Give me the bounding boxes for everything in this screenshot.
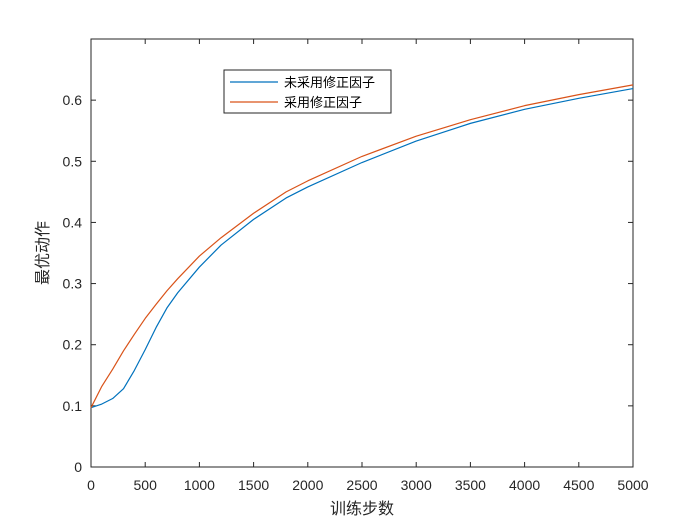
series-line-unmodified xyxy=(90,87,634,409)
x-tick-label: 4500 xyxy=(563,477,594,493)
y-tick-label: 0.3 xyxy=(63,276,83,292)
legend-box xyxy=(223,69,392,114)
x-tick-label: 4000 xyxy=(509,477,540,493)
y-tick-label: 0.2 xyxy=(63,337,83,353)
y-axis-label: 最优动作 xyxy=(33,221,52,285)
x-tick-label: 2000 xyxy=(292,477,323,493)
axis-ticks: 0 500 1000 1500 2000 2500 3000 3500 4000 4500 5000… xyxy=(63,39,649,493)
x-axis-label: 训练步数 xyxy=(330,499,394,518)
y-tick-label: 0.6 xyxy=(63,92,83,108)
x-tick-label: 2500 xyxy=(346,477,377,493)
x-tick-label: 0 xyxy=(87,477,95,493)
y-tick-label: 0.4 xyxy=(63,214,83,230)
legend-label-unmodified: 未采用修正因子 xyxy=(284,76,375,91)
y-tick-label: 0.1 xyxy=(63,398,83,414)
x-tick-label: 1500 xyxy=(238,477,269,493)
y-tick-label: 0.5 xyxy=(63,153,83,169)
x-tick-label: 5000 xyxy=(617,477,648,493)
series-layer xyxy=(90,84,634,409)
x-tick-label: 500 xyxy=(134,477,158,493)
series-line-modified xyxy=(90,84,634,408)
x-tick-label: 3500 xyxy=(455,477,486,493)
legend-label-modified: 采用修正因子 xyxy=(284,96,362,111)
x-tick-label: 1000 xyxy=(184,477,215,493)
y-tick-label: 0 xyxy=(74,459,82,475)
legend: 未采用修正因子 采用修正因子 xyxy=(223,69,392,114)
x-tick-label: 3000 xyxy=(401,477,432,493)
